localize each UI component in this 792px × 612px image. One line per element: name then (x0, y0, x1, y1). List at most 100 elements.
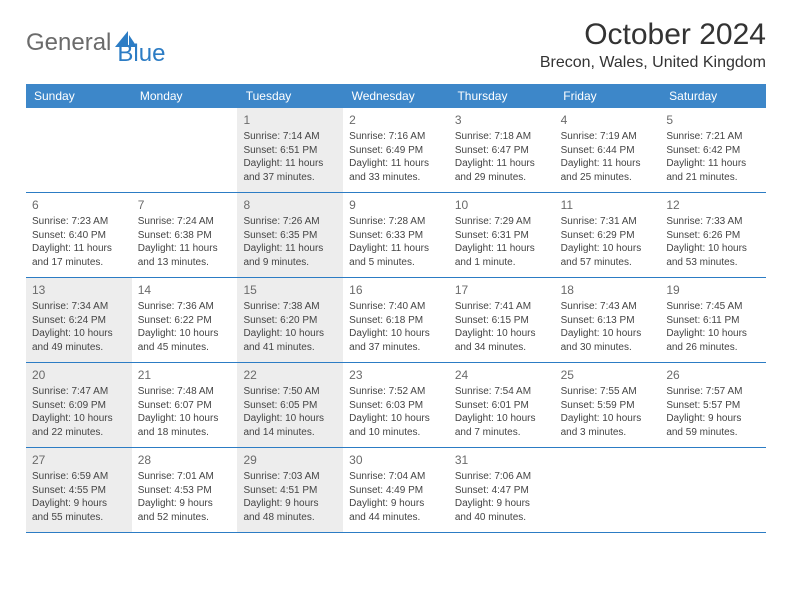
calendar: SundayMondayTuesdayWednesdayThursdayFrid… (26, 84, 766, 533)
title-block: October 2024 Brecon, Wales, United Kingd… (540, 18, 766, 72)
day-details: Sunrise: 7:29 AMSunset: 6:31 PMDaylight:… (455, 215, 549, 269)
day-details: Sunrise: 7:28 AMSunset: 6:33 PMDaylight:… (349, 215, 443, 269)
day-cell: 25 Sunrise: 7:55 AMSunset: 5:59 PMDayligh… (555, 363, 661, 447)
logo-text-b: Blue (117, 40, 165, 68)
day-details: Sunrise: 7:33 AMSunset: 6:26 PMDaylight:… (666, 215, 760, 269)
day-cell: 3 Sunrise: 7:18 AMSunset: 6:47 PMDaylight… (449, 108, 555, 192)
day-cell: 10 Sunrise: 7:29 AMSunset: 6:31 PMDayligh… (449, 193, 555, 277)
day-details: Sunrise: 6:59 AMSunset: 4:55 PMDaylight:… (32, 470, 126, 524)
day-cell: 4 Sunrise: 7:19 AMSunset: 6:44 PMDaylight… (555, 108, 661, 192)
day-details: Sunrise: 7:57 AMSunset: 5:57 PMDaylight:… (666, 385, 760, 439)
day-number: 22 (243, 367, 337, 383)
day-number: 3 (455, 112, 549, 128)
day-number: 6 (32, 197, 126, 213)
day-details: Sunrise: 7:54 AMSunset: 6:01 PMDaylight:… (455, 385, 549, 439)
day-number: 15 (243, 282, 337, 298)
day-details: Sunrise: 7:26 AMSunset: 6:35 PMDaylight:… (243, 215, 337, 269)
day-cell: 24 Sunrise: 7:54 AMSunset: 6:01 PMDayligh… (449, 363, 555, 447)
day-cell: 16Sunrise: 7:40 AMSunset: 6:18 PMDayligh… (343, 278, 449, 362)
day-number: 9 (349, 197, 443, 213)
day-cell: 19 Sunrise: 7:45 AMSunset: 6:11 PMDayligh… (660, 278, 766, 362)
day-cell-empty (660, 448, 766, 532)
day-headers-row: SundayMondayTuesdayWednesdayThursdayFrid… (26, 84, 766, 108)
day-cell: 27 Sunrise: 6:59 AMSunset: 4:55 PMDayligh… (26, 448, 132, 532)
day-number: 30 (349, 452, 443, 468)
day-details: Sunrise: 7:03 AMSunset: 4:51 PMDaylight:… (243, 470, 337, 524)
day-cell: 13 Sunrise: 7:34 AMSunset: 6:24 PMDayligh… (26, 278, 132, 362)
day-cell: 21 Sunrise: 7:48 AMSunset: 6:07 PMDayligh… (132, 363, 238, 447)
day-header-friday: Friday (555, 84, 661, 108)
day-details: Sunrise: 7:50 AMSunset: 6:05 PMDaylight:… (243, 385, 337, 439)
day-cell: 30 Sunrise: 7:04 AMSunset: 4:49 PMDayligh… (343, 448, 449, 532)
day-details: Sunrise: 7:19 AMSunset: 6:44 PMDaylight:… (561, 130, 655, 184)
day-number: 29 (243, 452, 337, 468)
day-number: 21 (138, 367, 232, 383)
day-number: 4 (561, 112, 655, 128)
day-cell: 6 Sunrise: 7:23 AMSunset: 6:40 PMDaylight… (26, 193, 132, 277)
day-details: Sunrise: 7:36 AMSunset: 6:22 PMDaylight:… (138, 300, 232, 354)
day-details: Sunrise: 7:21 AMSunset: 6:42 PMDaylight:… (666, 130, 760, 184)
week-row: 27 Sunrise: 6:59 AMSunset: 4:55 PMDayligh… (26, 448, 766, 533)
day-details: Sunrise: 7:18 AMSunset: 6:47 PMDaylight:… (455, 130, 549, 184)
day-number: 18 (561, 282, 655, 298)
day-cell: 18Sunrise: 7:43 AMSunset: 6:13 PMDayligh… (555, 278, 661, 362)
day-header-wednesday: Wednesday (344, 84, 450, 108)
day-details: Sunrise: 7:23 AMSunset: 6:40 PMDaylight:… (32, 215, 126, 269)
day-number: 19 (666, 282, 760, 298)
day-cell: 2Sunrise: 7:16 AMSunset: 6:49 PMDaylight… (343, 108, 449, 192)
week-row: 6 Sunrise: 7:23 AMSunset: 6:40 PMDaylight… (26, 193, 766, 278)
day-number: 14 (138, 282, 232, 298)
day-details: Sunrise: 7:04 AMSunset: 4:49 PMDaylight:… (349, 470, 443, 524)
logo: General Blue (26, 18, 165, 68)
day-number: 31 (455, 452, 549, 468)
week-row: 20 Sunrise: 7:47 AMSunset: 6:09 PMDayligh… (26, 363, 766, 448)
day-cell: 1Sunrise: 7:14 AMSunset: 6:51 PMDaylight… (237, 108, 343, 192)
day-cell: 12Sunrise: 7:33 AMSunset: 6:26 PMDayligh… (660, 193, 766, 277)
day-number: 10 (455, 197, 549, 213)
day-details: Sunrise: 7:48 AMSunset: 6:07 PMDaylight:… (138, 385, 232, 439)
day-number: 5 (666, 112, 760, 128)
day-number: 17 (455, 282, 549, 298)
day-number: 23 (349, 367, 443, 383)
day-cell: 8Sunrise: 7:26 AMSunset: 6:35 PMDaylight… (237, 193, 343, 277)
day-details: Sunrise: 7:38 AMSunset: 6:20 PMDaylight:… (243, 300, 337, 354)
day-details: Sunrise: 7:52 AMSunset: 6:03 PMDaylight:… (349, 385, 443, 439)
day-cell: 5 Sunrise: 7:21 AMSunset: 6:42 PMDaylight… (660, 108, 766, 192)
day-cell: 17Sunrise: 7:41 AMSunset: 6:15 PMDayligh… (449, 278, 555, 362)
day-cell-empty (132, 108, 238, 192)
day-cell: 11 Sunrise: 7:31 AMSunset: 6:29 PMDayligh… (555, 193, 661, 277)
day-header-thursday: Thursday (449, 84, 555, 108)
day-number: 11 (561, 197, 655, 213)
day-cell: 14 Sunrise: 7:36 AMSunset: 6:22 PMDayligh… (132, 278, 238, 362)
day-details: Sunrise: 7:45 AMSunset: 6:11 PMDaylight:… (666, 300, 760, 354)
day-cell: 20 Sunrise: 7:47 AMSunset: 6:09 PMDayligh… (26, 363, 132, 447)
day-number: 28 (138, 452, 232, 468)
day-number: 13 (32, 282, 126, 298)
day-details: Sunrise: 7:34 AMSunset: 6:24 PMDaylight:… (32, 300, 126, 354)
day-details: Sunrise: 7:16 AMSunset: 6:49 PMDaylight:… (349, 130, 443, 184)
day-number: 7 (138, 197, 232, 213)
day-header-saturday: Saturday (661, 84, 766, 108)
day-header-tuesday: Tuesday (238, 84, 344, 108)
weeks-container: 1Sunrise: 7:14 AMSunset: 6:51 PMDaylight… (26, 108, 766, 533)
day-number: 20 (32, 367, 126, 383)
day-cell: 26Sunrise: 7:57 AMSunset: 5:57 PMDayligh… (660, 363, 766, 447)
day-details: Sunrise: 7:55 AMSunset: 5:59 PMDaylight:… (561, 385, 655, 439)
day-cell: 28 Sunrise: 7:01 AMSunset: 4:53 PMDayligh… (132, 448, 238, 532)
day-details: Sunrise: 7:01 AMSunset: 4:53 PMDaylight:… (138, 470, 232, 524)
day-cell: 29 Sunrise: 7:03 AMSunset: 4:51 PMDayligh… (237, 448, 343, 532)
day-cell-empty (26, 108, 132, 192)
day-number: 25 (561, 367, 655, 383)
day-header-monday: Monday (132, 84, 238, 108)
day-details: Sunrise: 7:31 AMSunset: 6:29 PMDaylight:… (561, 215, 655, 269)
day-cell: 22 Sunrise: 7:50 AMSunset: 6:05 PMDayligh… (237, 363, 343, 447)
week-row: 13 Sunrise: 7:34 AMSunset: 6:24 PMDayligh… (26, 278, 766, 363)
day-number: 27 (32, 452, 126, 468)
day-number: 1 (243, 112, 337, 128)
day-details: Sunrise: 7:06 AMSunset: 4:47 PMDaylight:… (455, 470, 549, 524)
day-details: Sunrise: 7:47 AMSunset: 6:09 PMDaylight:… (32, 385, 126, 439)
day-number: 24 (455, 367, 549, 383)
day-details: Sunrise: 7:24 AMSunset: 6:38 PMDaylight:… (138, 215, 232, 269)
day-number: 16 (349, 282, 443, 298)
week-row: 1Sunrise: 7:14 AMSunset: 6:51 PMDaylight… (26, 108, 766, 193)
